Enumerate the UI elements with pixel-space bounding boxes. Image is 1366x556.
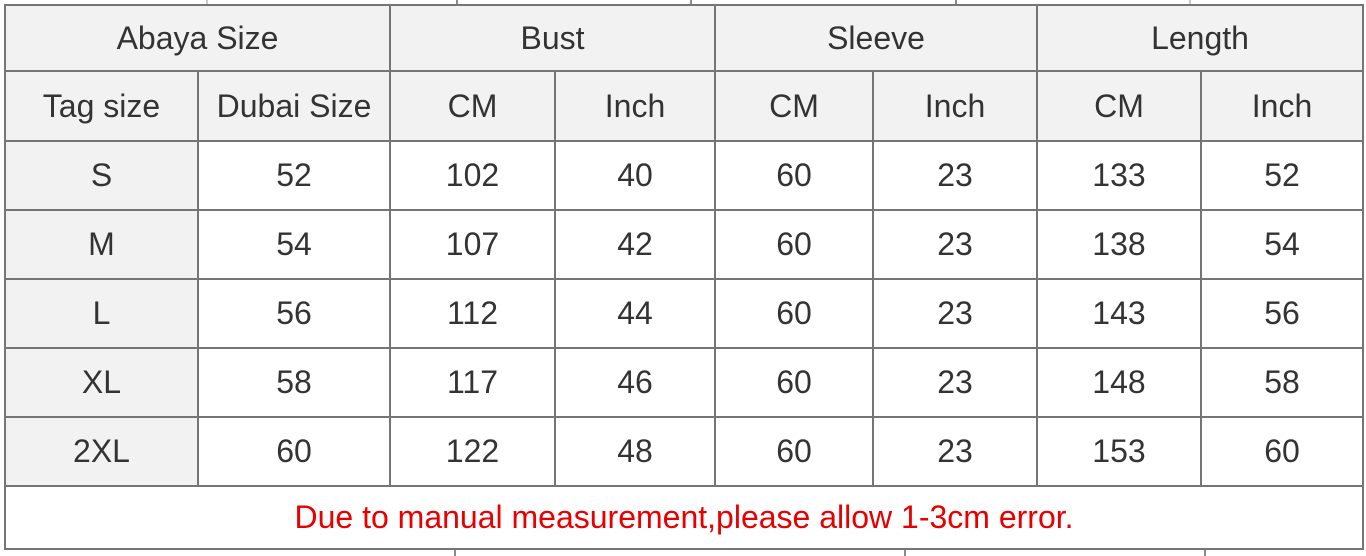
table-row-s: S 52 102 40 60 23 133 52 bbox=[4, 140, 1364, 211]
bust-inch-cell: 46 bbox=[554, 347, 716, 418]
length-cm-cell: 143 bbox=[1036, 278, 1202, 349]
sleeve-cm-cell: 60 bbox=[714, 209, 874, 280]
bust-cm-cell: 102 bbox=[389, 140, 556, 211]
column-header-length-cm: CM bbox=[1036, 70, 1202, 142]
crop-tick-bottom bbox=[1204, 550, 1206, 556]
sleeve-inch-cell: 23 bbox=[872, 140, 1038, 211]
size-chart-table: Abaya Size Bust Sleeve Length Tag size D… bbox=[4, 4, 1364, 550]
column-group-abaya-size: Abaya Size bbox=[4, 4, 391, 72]
sleeve-inch-cell: 23 bbox=[872, 347, 1038, 418]
length-cm-cell: 148 bbox=[1036, 347, 1202, 418]
header-sub-row: Tag size Dubai Size CM Inch CM Inch CM I… bbox=[4, 70, 1364, 142]
bust-cm-cell: 117 bbox=[389, 347, 556, 418]
tag-size-cell: M bbox=[4, 209, 199, 280]
crop-tick-top bbox=[955, 0, 957, 4]
sleeve-inch-cell: 23 bbox=[872, 209, 1038, 280]
length-cm-cell: 133 bbox=[1036, 140, 1202, 211]
measurement-note: Due to manual measurement,please allow 1… bbox=[4, 485, 1364, 550]
bust-cm-cell: 122 bbox=[389, 416, 556, 487]
tag-size-cell: XL bbox=[4, 347, 199, 418]
length-inch-cell: 54 bbox=[1200, 209, 1364, 280]
bust-inch-cell: 42 bbox=[554, 209, 716, 280]
length-inch-cell: 58 bbox=[1200, 347, 1364, 418]
bust-cm-cell: 112 bbox=[389, 278, 556, 349]
crop-tick-top bbox=[690, 0, 692, 4]
table-row-2xl: 2XL 60 122 48 60 23 153 60 bbox=[4, 416, 1364, 487]
note-row: Due to manual measurement,please allow 1… bbox=[4, 485, 1364, 550]
column-header-length-inch: Inch bbox=[1200, 70, 1364, 142]
dubai-size-cell: 52 bbox=[197, 140, 391, 211]
bust-cm-cell: 107 bbox=[389, 209, 556, 280]
length-cm-cell: 153 bbox=[1036, 416, 1202, 487]
sleeve-cm-cell: 60 bbox=[714, 140, 874, 211]
bust-inch-cell: 48 bbox=[554, 416, 716, 487]
tag-size-cell: L bbox=[4, 278, 199, 349]
dubai-size-cell: 56 bbox=[197, 278, 391, 349]
crop-tick-top bbox=[206, 0, 208, 4]
column-header-bust-cm: CM bbox=[389, 70, 556, 142]
column-header-sleeve-inch: Inch bbox=[872, 70, 1038, 142]
crop-tick-top bbox=[1189, 0, 1191, 4]
length-inch-cell: 56 bbox=[1200, 278, 1364, 349]
column-group-sleeve: Sleeve bbox=[714, 4, 1038, 72]
sleeve-cm-cell: 60 bbox=[714, 416, 874, 487]
crop-tick-bottom bbox=[454, 550, 456, 556]
table-row-m: M 54 107 42 60 23 138 54 bbox=[4, 209, 1364, 280]
dubai-size-cell: 58 bbox=[197, 347, 391, 418]
column-header-bust-inch: Inch bbox=[554, 70, 716, 142]
sleeve-cm-cell: 60 bbox=[714, 278, 874, 349]
tag-size-cell: S bbox=[4, 140, 199, 211]
dubai-size-cell: 54 bbox=[197, 209, 391, 280]
bust-inch-cell: 44 bbox=[554, 278, 716, 349]
crop-tick-top bbox=[456, 0, 458, 4]
table-row-xl: XL 58 117 46 60 23 148 58 bbox=[4, 347, 1364, 418]
table-row-l: L 56 112 44 60 23 143 56 bbox=[4, 278, 1364, 349]
column-group-bust: Bust bbox=[389, 4, 716, 72]
length-inch-cell: 60 bbox=[1200, 416, 1364, 487]
sleeve-inch-cell: 23 bbox=[872, 416, 1038, 487]
header-group-row: Abaya Size Bust Sleeve Length bbox=[4, 4, 1364, 72]
tag-size-cell: 2XL bbox=[4, 416, 199, 487]
column-header-dubai-size: Dubai Size bbox=[197, 70, 391, 142]
column-header-sleeve-cm: CM bbox=[714, 70, 874, 142]
sleeve-inch-cell: 23 bbox=[872, 278, 1038, 349]
bust-inch-cell: 40 bbox=[554, 140, 716, 211]
column-header-tag-size: Tag size bbox=[4, 70, 199, 142]
length-inch-cell: 52 bbox=[1200, 140, 1364, 211]
column-group-length: Length bbox=[1036, 4, 1364, 72]
sleeve-cm-cell: 60 bbox=[714, 347, 874, 418]
crop-tick-bottom bbox=[904, 550, 906, 556]
length-cm-cell: 138 bbox=[1036, 209, 1202, 280]
dubai-size-cell: 60 bbox=[197, 416, 391, 487]
